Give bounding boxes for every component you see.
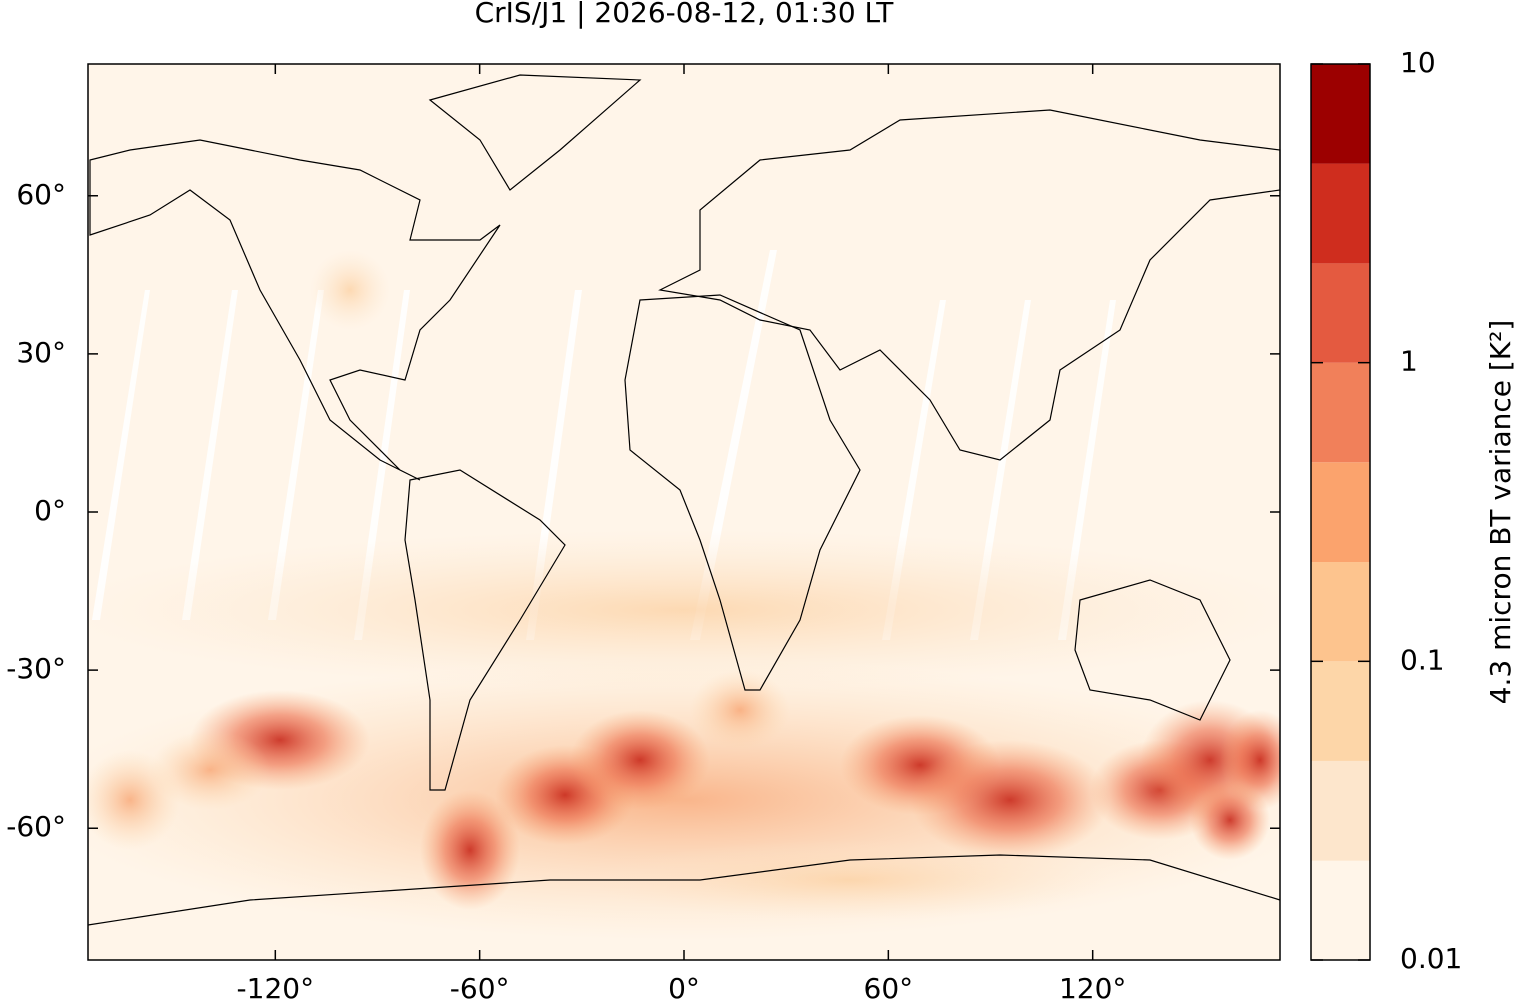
y-tick-label: 0°	[34, 494, 66, 527]
colorbar-label: 4.3 micron BT variance [K²]	[1484, 320, 1517, 705]
colorbar-band	[1311, 163, 1370, 264]
y-tick-label: -60°	[6, 810, 66, 843]
x-tick-label: 60°	[864, 972, 914, 1002]
colorbar-band	[1311, 860, 1370, 960]
colorbar-tick-label: 0.01	[1400, 942, 1462, 975]
colorbar-tick-label: 10	[1400, 46, 1436, 79]
x-tick-label: -60°	[450, 972, 510, 1002]
colorbar-band	[1311, 661, 1370, 761]
colorbar-band	[1311, 64, 1370, 164]
colorbar-band	[1311, 263, 1370, 363]
y-tick-label: 30°	[16, 336, 66, 369]
y-tick-label: 60°	[16, 178, 66, 211]
title: CrIS/J1 | 2026-08-12, 01:30 LT	[475, 0, 895, 29]
y-tick-label: -30°	[6, 652, 66, 685]
colorbar-band	[1311, 362, 1370, 463]
colorbar-tick-label: 1	[1400, 345, 1418, 378]
colorbar-band	[1311, 462, 1370, 563]
coastlines	[87, 74, 1281, 926]
x-tick-label: -120°	[237, 972, 315, 1002]
map-field	[88, 64, 1280, 960]
x-tick-label: 120°	[1059, 972, 1126, 1002]
colorbar	[1311, 63, 1370, 961]
colorbar-tick-label: 0.1	[1400, 643, 1445, 676]
colorbar-band	[1311, 562, 1370, 662]
x-tick-label: 0°	[668, 972, 700, 1002]
colorbar-band	[1311, 760, 1370, 861]
colorbar-frame	[1310, 63, 1371, 961]
